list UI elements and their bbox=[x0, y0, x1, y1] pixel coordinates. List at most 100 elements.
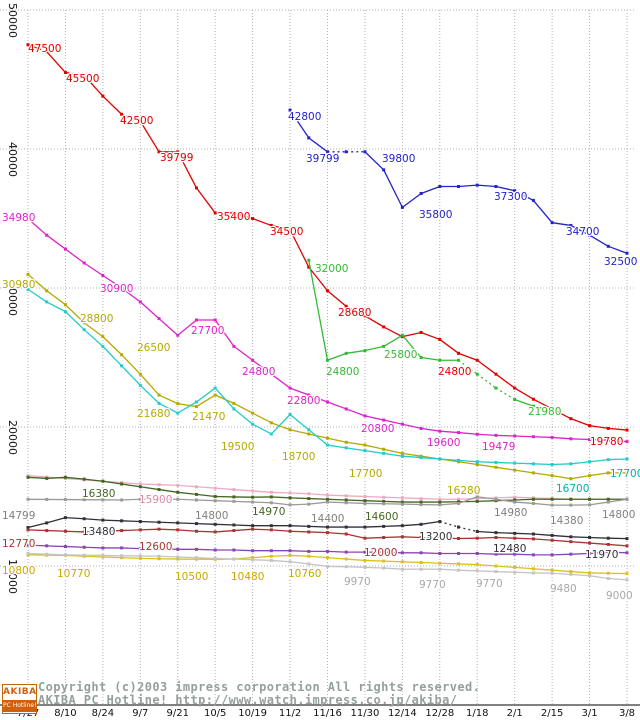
svg-text:39799: 39799 bbox=[306, 153, 339, 165]
svg-text:42500: 42500 bbox=[120, 115, 153, 127]
svg-text:24800: 24800 bbox=[326, 366, 359, 378]
svg-text:3/1: 3/1 bbox=[582, 708, 598, 719]
svg-text:34700: 34700 bbox=[566, 226, 599, 238]
svg-text:13480: 13480 bbox=[82, 526, 115, 538]
svg-text:12480: 12480 bbox=[493, 543, 526, 555]
svg-text:50000: 50000 bbox=[6, 3, 19, 38]
svg-text:10770: 10770 bbox=[57, 568, 90, 580]
svg-text:19479: 19479 bbox=[482, 441, 515, 453]
svg-text:11/30: 11/30 bbox=[351, 708, 380, 719]
svg-text:30900: 30900 bbox=[100, 283, 133, 295]
y-axis-labels: 10000 20000 30000 40000 50000 bbox=[6, 3, 19, 594]
svg-text:12/28: 12/28 bbox=[425, 708, 454, 719]
svg-text:13200: 13200 bbox=[419, 531, 452, 543]
svg-text:8/24: 8/24 bbox=[92, 708, 114, 719]
site-url-text: AKIBA PC Hotline! http://www.watch.impre… bbox=[38, 693, 458, 707]
svg-text:32500: 32500 bbox=[604, 256, 637, 268]
svg-text:34980: 34980 bbox=[2, 212, 35, 224]
svg-text:28800: 28800 bbox=[80, 313, 113, 325]
svg-text:14799: 14799 bbox=[2, 510, 35, 522]
svg-text:19500: 19500 bbox=[221, 441, 254, 453]
svg-text:14800: 14800 bbox=[195, 510, 228, 522]
svg-text:16700: 16700 bbox=[556, 483, 589, 495]
svg-text:35400: 35400 bbox=[217, 211, 250, 223]
svg-text:39800: 39800 bbox=[382, 153, 415, 165]
svg-text:8/10: 8/10 bbox=[54, 708, 76, 719]
svg-text:17700: 17700 bbox=[610, 468, 640, 480]
svg-text:14800: 14800 bbox=[602, 509, 635, 521]
svg-text:9970: 9970 bbox=[344, 576, 371, 588]
svg-text:17700: 17700 bbox=[349, 468, 382, 480]
price-labels: 47500 45500 42500 39799 35400 34500 28680 24800… bbox=[1, 42, 640, 604]
svg-text:47500: 47500 bbox=[28, 43, 61, 55]
series-green-line bbox=[307, 258, 554, 412]
svg-text:14380: 14380 bbox=[550, 515, 583, 527]
svg-text:12/14: 12/14 bbox=[388, 708, 417, 719]
svg-text:30000: 30000 bbox=[6, 281, 19, 316]
svg-text:9770: 9770 bbox=[419, 579, 446, 591]
svg-text:10760: 10760 bbox=[288, 568, 321, 580]
svg-text:1/18: 1/18 bbox=[466, 708, 488, 719]
akiba-logo[interactable]: AKIBA PC Hotline! bbox=[2, 684, 37, 714]
svg-text:9480: 9480 bbox=[550, 583, 577, 595]
akiba-logo-title: AKIBA bbox=[3, 687, 37, 697]
svg-text:35800: 35800 bbox=[419, 209, 452, 221]
svg-text:18700: 18700 bbox=[282, 451, 315, 463]
series-blue-line bbox=[288, 108, 629, 255]
svg-text:22800: 22800 bbox=[287, 395, 320, 407]
svg-text:14400: 14400 bbox=[311, 513, 344, 525]
svg-text:16280: 16280 bbox=[447, 485, 480, 497]
gridlines bbox=[0, 9, 634, 705]
svg-text:19780: 19780 bbox=[590, 436, 623, 448]
svg-text:12000: 12000 bbox=[364, 547, 397, 559]
svg-text:2/15: 2/15 bbox=[541, 708, 563, 719]
svg-text:9770: 9770 bbox=[476, 578, 503, 590]
series-purple-line bbox=[26, 543, 629, 557]
svg-text:10500: 10500 bbox=[175, 571, 208, 583]
svg-text:9000: 9000 bbox=[606, 590, 633, 602]
svg-text:21470: 21470 bbox=[192, 411, 225, 423]
svg-text:28680: 28680 bbox=[338, 307, 371, 319]
svg-text:26500: 26500 bbox=[137, 342, 170, 354]
series-lightgray-line bbox=[26, 551, 629, 582]
svg-text:30980: 30980 bbox=[2, 279, 35, 291]
series-black-line bbox=[26, 516, 629, 541]
svg-text:20800: 20800 bbox=[361, 423, 394, 435]
svg-text:14980: 14980 bbox=[494, 507, 527, 519]
svg-text:10480: 10480 bbox=[231, 571, 264, 583]
svg-text:40000: 40000 bbox=[6, 142, 19, 177]
svg-text:42800: 42800 bbox=[288, 111, 321, 123]
svg-text:9/7: 9/7 bbox=[132, 708, 148, 719]
svg-text:20000: 20000 bbox=[6, 420, 19, 455]
svg-text:45500: 45500 bbox=[66, 73, 99, 85]
svg-text:19600: 19600 bbox=[427, 437, 460, 449]
x-axis-labels: 7/278/108/249/79/2110/510/1911/211/1611/… bbox=[17, 708, 635, 719]
series-cyan-line bbox=[26, 287, 629, 467]
svg-text:24800: 24800 bbox=[242, 366, 275, 378]
svg-text:10/5: 10/5 bbox=[204, 708, 226, 719]
series-gray-line bbox=[26, 495, 629, 507]
svg-text:37300: 37300 bbox=[494, 191, 527, 203]
svg-text:14970: 14970 bbox=[252, 506, 285, 518]
svg-text:15900: 15900 bbox=[139, 494, 172, 506]
svg-text:12600: 12600 bbox=[139, 541, 172, 553]
svg-text:2/1: 2/1 bbox=[507, 708, 523, 719]
svg-text:16380: 16380 bbox=[82, 488, 115, 500]
svg-text:10000: 10000 bbox=[6, 559, 19, 594]
svg-text:21980: 21980 bbox=[528, 406, 561, 418]
svg-text:11970: 11970 bbox=[585, 549, 618, 561]
svg-text:34500: 34500 bbox=[270, 226, 303, 238]
svg-text:14600: 14600 bbox=[365, 511, 398, 523]
svg-text:27700: 27700 bbox=[191, 325, 224, 337]
svg-text:10800: 10800 bbox=[2, 565, 35, 577]
svg-text:21680: 21680 bbox=[137, 408, 170, 420]
svg-text:11/16: 11/16 bbox=[313, 708, 342, 719]
akiba-logo-subtitle: PC Hotline! bbox=[3, 700, 36, 712]
svg-text:24800: 24800 bbox=[438, 366, 471, 378]
svg-text:3/8: 3/8 bbox=[619, 708, 635, 719]
series-maroon-line bbox=[26, 527, 629, 548]
svg-text:10/19: 10/19 bbox=[238, 708, 267, 719]
svg-text:32000: 32000 bbox=[315, 263, 348, 275]
